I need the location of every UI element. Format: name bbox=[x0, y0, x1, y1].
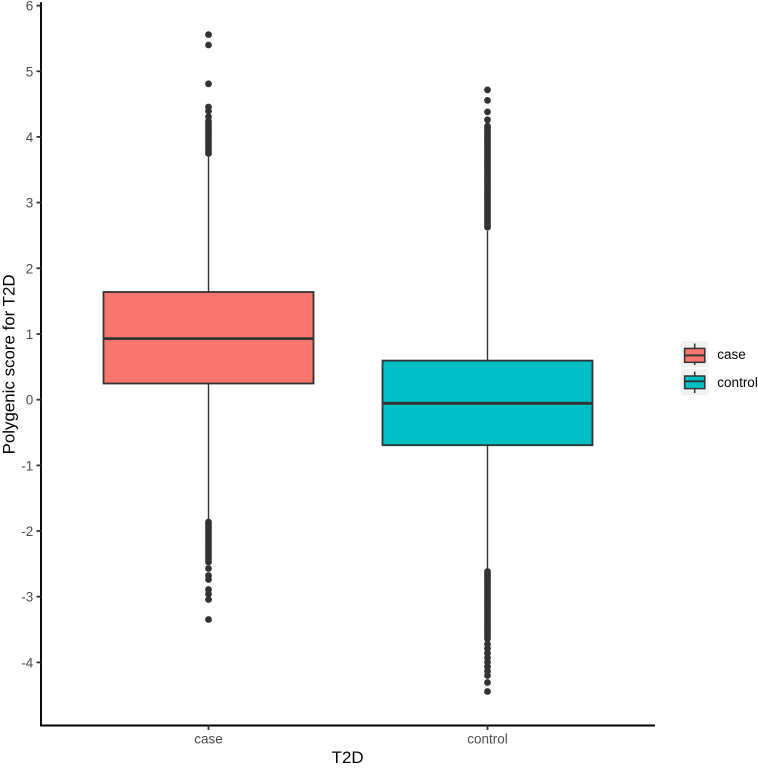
svg-text:Polygenic score for T2D: Polygenic score for T2D bbox=[0, 274, 19, 454]
svg-text:control: control bbox=[467, 732, 508, 747]
svg-text:case: case bbox=[194, 732, 223, 747]
svg-text:-4: -4 bbox=[21, 655, 33, 670]
svg-text:0: 0 bbox=[26, 393, 34, 408]
svg-text:6: 6 bbox=[26, 0, 34, 14]
svg-text:-1: -1 bbox=[21, 458, 33, 473]
svg-text:case: case bbox=[717, 347, 746, 362]
svg-text:-2: -2 bbox=[21, 524, 33, 539]
svg-text:-3: -3 bbox=[21, 590, 33, 605]
svg-text:T2D: T2D bbox=[332, 748, 364, 765]
svg-text:2: 2 bbox=[26, 261, 34, 276]
svg-text:3: 3 bbox=[26, 196, 34, 211]
svg-text:4: 4 bbox=[26, 130, 34, 145]
svg-text:1: 1 bbox=[26, 327, 34, 342]
svg-text:5: 5 bbox=[26, 64, 34, 79]
svg-text:control: control bbox=[717, 375, 758, 390]
